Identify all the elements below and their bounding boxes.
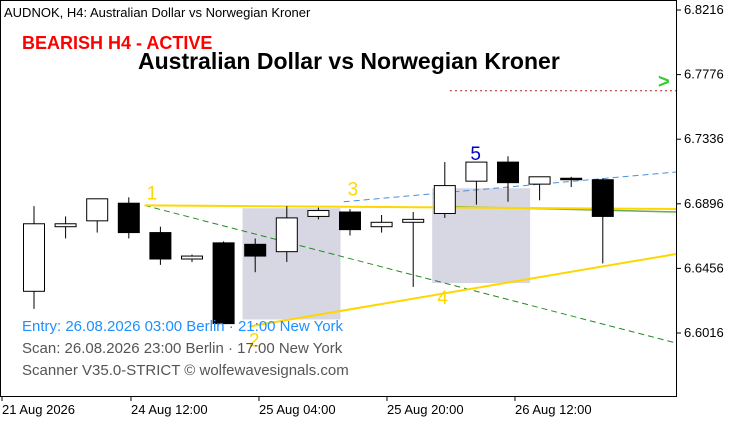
candle-body	[244, 243, 267, 257]
entry-info: Entry: 26.08.2026 03:00 Berlin · 21:00 N…	[22, 318, 344, 335]
candle-body	[212, 242, 235, 325]
candle-body	[402, 218, 425, 223]
candle-body	[149, 232, 172, 260]
candle-body	[86, 198, 109, 222]
candle-body	[275, 217, 298, 253]
wave-label: 3	[348, 180, 359, 201]
wave-line-1-3	[144, 204, 677, 210]
symbol-line: AUDNOK, H4: Australian Dollar vs Norwegi…	[4, 5, 311, 20]
candle-body	[117, 202, 140, 234]
price-tick-label: 6.6896	[684, 196, 724, 211]
candle-body	[528, 176, 551, 185]
candle-body	[339, 211, 361, 231]
price-tick-label: 6.8216	[684, 2, 724, 17]
dashed-green-line	[144, 204, 677, 344]
candle-body	[560, 177, 583, 181]
wave-label: 1	[147, 183, 158, 204]
target-arrow-icon: >	[658, 71, 670, 93]
candle-body	[591, 179, 614, 217]
time-tick-label: 26 Aug 12:00	[515, 402, 592, 417]
dashed-blue-line	[343, 171, 677, 203]
time-tick-label: 25 Aug 04:00	[259, 402, 336, 417]
price-tick-label: 6.6016	[684, 325, 724, 340]
status-label: BEARISH H4 - ACTIVE	[22, 33, 212, 53]
scanner-info: Scanner V35.0-STRICT © wolfewavesignals.…	[22, 362, 349, 379]
candle-body	[433, 185, 456, 214]
wave-label: 5	[470, 144, 481, 165]
wave-label: 2	[249, 331, 260, 352]
scan-info: Scan: 26.08.2026 23:00 Berlin · 17:00 Ne…	[22, 340, 343, 357]
candle-body	[307, 210, 330, 217]
time-axis: 21 Aug 2026 24 Aug 12:00 25 Aug 04:00 25 Au…	[1, 396, 592, 417]
plot-frame	[0, 0, 677, 397]
candle-body	[54, 223, 77, 228]
wave-label: 4	[437, 288, 448, 309]
price-tick-label: 6.6456	[684, 260, 724, 275]
chart-title: Australian Dollar vs Norwegian Kroner	[138, 48, 560, 74]
price-tick-label: 6.7336	[684, 131, 724, 146]
time-tick-label: 25 Aug 20:00	[387, 402, 464, 417]
price-tick-label: 6.7776	[684, 67, 724, 82]
candle-body	[23, 223, 45, 292]
candle-body	[497, 161, 519, 184]
wave-labels-layer: 1 2 3 4 5	[147, 144, 481, 351]
time-tick-label: 21 Aug 2026	[2, 402, 75, 417]
candle-body	[181, 255, 203, 260]
price-axis: 6.8216 6.7776 6.7336 6.6896 6.6456 6.6016	[676, 2, 724, 340]
candles-layer	[23, 156, 614, 325]
wave-line-2-4	[248, 253, 677, 328]
time-tick-label: 24 Aug 12:00	[131, 402, 208, 417]
candle-body	[465, 161, 488, 182]
pattern-lines	[144, 171, 677, 344]
candle-body	[370, 221, 393, 228]
